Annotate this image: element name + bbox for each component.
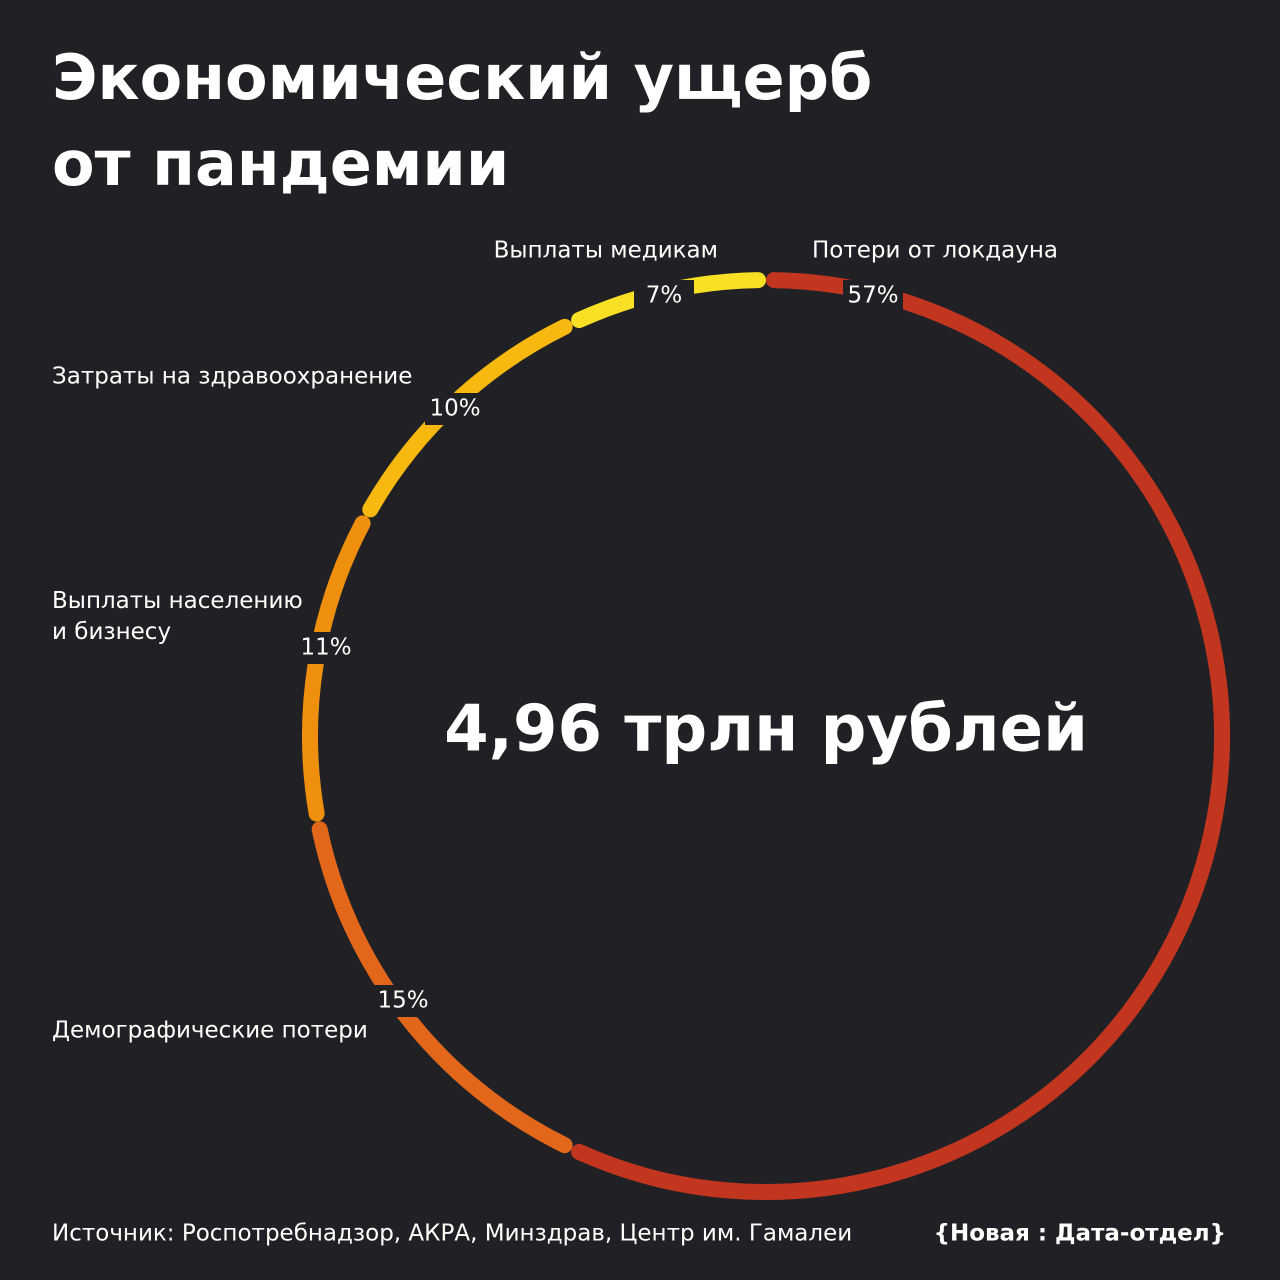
value-label: 15% [377, 988, 428, 1014]
value-label: 7% [646, 283, 683, 309]
category-label: Выплаты населению и бизнесу [52, 588, 303, 645]
logo: {Новая : Дата-отдел} [934, 1221, 1226, 1247]
value-label: 11% [300, 635, 351, 661]
value-label-bg [296, 632, 356, 664]
category-label-line: Выплаты населению [52, 588, 303, 614]
value-label: 57% [847, 283, 898, 309]
source: Источник: Роспотребнадзор, АКРА, Минздра… [52, 1221, 852, 1247]
value-label-bg [425, 393, 485, 425]
ring-segment [571, 272, 1230, 1200]
category-label: Выплаты медикам [494, 238, 718, 264]
category-label: Демографические потери [52, 1018, 368, 1044]
value-label-bg [373, 985, 433, 1017]
value-label-bg [843, 280, 903, 312]
category-label-line: и бизнесу [52, 619, 171, 645]
center-label: 4,96 трлн рублей [444, 693, 1088, 767]
category-label: Затраты на здравоохранение [52, 364, 412, 390]
value-label-bg [634, 280, 694, 312]
chart-title: Экономический ущерб от пандемии [52, 41, 872, 200]
category-label: Потери от локдауна [812, 238, 1058, 264]
ring-segment [302, 515, 371, 822]
value-label: 10% [429, 396, 480, 422]
